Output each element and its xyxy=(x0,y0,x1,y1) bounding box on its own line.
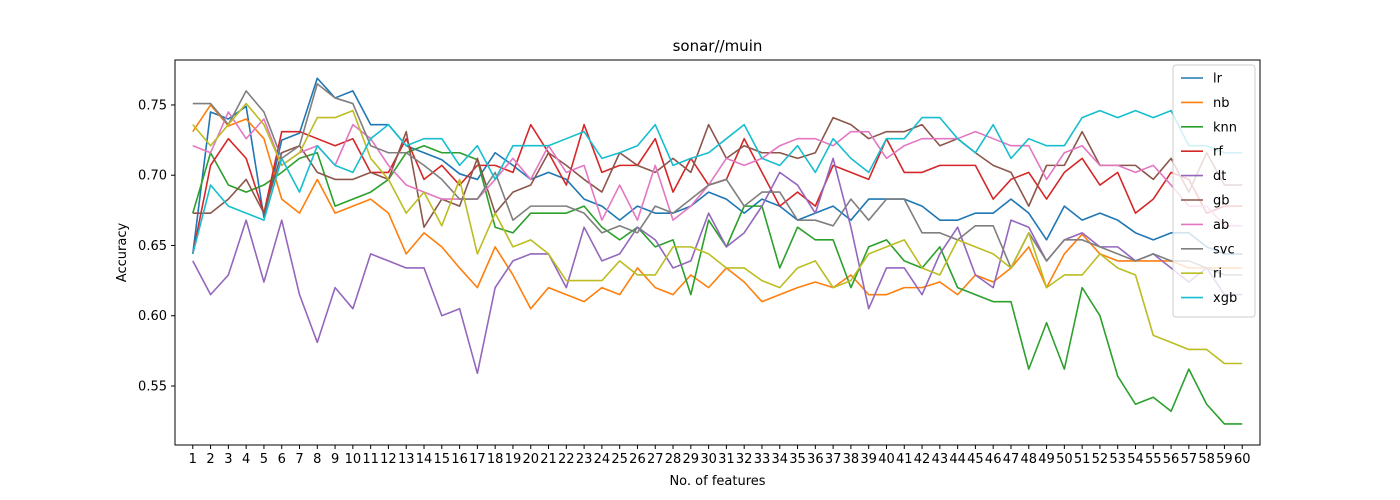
x-tick-label: 51 xyxy=(1074,452,1091,467)
y-axis-title: Accuracy xyxy=(115,223,130,283)
x-tick-label: 6 xyxy=(278,452,286,467)
series-layer xyxy=(191,77,1243,425)
x-tick-label: 18 xyxy=(487,452,504,467)
x-tick-label: 34 xyxy=(771,452,788,467)
x-tick-label: 47 xyxy=(1003,452,1020,467)
x-axis-title: No. of features xyxy=(669,474,765,489)
x-tick-label: 38 xyxy=(843,452,860,467)
plot-frame xyxy=(174,59,1261,446)
series-line-ri xyxy=(192,102,1243,365)
series-line-nb xyxy=(192,104,1243,310)
series-line-svc xyxy=(192,83,1243,276)
legend-label-nb: nb xyxy=(1213,96,1230,111)
x-tick-label: 19 xyxy=(505,452,522,467)
x-tick-label: 5 xyxy=(260,452,268,467)
x-tick-label: 29 xyxy=(683,452,700,467)
x-tick-label: 27 xyxy=(647,452,664,467)
legend-label-knn: knn xyxy=(1213,120,1237,135)
x-tick-label: 56 xyxy=(1163,452,1180,467)
x-tick-label: 49 xyxy=(1038,452,1055,467)
x-tick-label: 25 xyxy=(611,452,628,467)
x-tick-label: 48 xyxy=(1020,452,1037,467)
x-tick-label: 15 xyxy=(434,452,451,467)
legend-label-gb: gb xyxy=(1213,194,1230,209)
x-tick-label: 7 xyxy=(295,452,303,467)
x-tick-label: 9 xyxy=(331,452,339,467)
legend-label-svc: svc xyxy=(1213,242,1235,257)
x-tick-label: 10 xyxy=(345,452,362,467)
x-tick-label: 3 xyxy=(224,452,232,467)
y-tick-label: 0.70 xyxy=(138,169,167,184)
x-tick-label: 16 xyxy=(451,452,468,467)
x-tick-label: 45 xyxy=(967,452,984,467)
x-tick-label: 52 xyxy=(1092,452,1109,467)
x-tick-label: 42 xyxy=(914,452,931,467)
y-tick-label: 0.75 xyxy=(138,98,167,113)
series-line-xgb xyxy=(192,109,1243,255)
x-tick-label: 30 xyxy=(700,452,717,467)
x-tick-label: 50 xyxy=(1056,452,1073,467)
x-tick-label: 35 xyxy=(789,452,806,467)
y-axis: 0.55 0.60 0.65 0.70 0.75 xyxy=(138,98,175,394)
x-tick-label: 33 xyxy=(754,452,771,467)
x-tick-label: 58 xyxy=(1198,452,1215,467)
x-tick-label: 11 xyxy=(362,452,379,467)
chart-title: sonar//muin xyxy=(673,37,763,55)
series-line-gb xyxy=(192,116,1243,229)
x-tick-label: 44 xyxy=(949,452,966,467)
y-tick-label: 0.55 xyxy=(138,379,167,394)
legend-label-ri: ri xyxy=(1213,267,1222,282)
x-tick-label: 22 xyxy=(558,452,575,467)
x-tick-label: 60 xyxy=(1234,452,1251,467)
x-tick-label: 4 xyxy=(242,452,250,467)
x-tick-label: 28 xyxy=(665,452,682,467)
y-tick-label: 0.60 xyxy=(138,309,167,324)
x-tick-label: 20 xyxy=(522,452,539,467)
x-tick-label: 26 xyxy=(629,452,646,467)
legend-label-lr: lr xyxy=(1213,72,1223,87)
x-tick-label: 1 xyxy=(189,452,197,467)
series-line-knn xyxy=(192,144,1243,425)
legend-label-dt: dt xyxy=(1213,169,1226,184)
x-tick-label: 17 xyxy=(469,452,486,467)
x-tick-label: 37 xyxy=(825,452,842,467)
x-tick-label: 40 xyxy=(878,452,895,467)
x-tick-label: 43 xyxy=(932,452,949,467)
x-tick-label: 31 xyxy=(718,452,735,467)
x-tick-label: 12 xyxy=(380,452,397,467)
legend: lr nb knn rf dt gb ab svc ri xgb xyxy=(1172,64,1256,318)
x-tick-label: 32 xyxy=(736,452,753,467)
x-tick-label: 13 xyxy=(398,452,415,467)
legend-label-xgb: xgb xyxy=(1213,291,1237,306)
x-tick-label: 21 xyxy=(540,452,557,467)
x-tick-label: 2 xyxy=(206,452,214,467)
x-tick-label: 53 xyxy=(1109,452,1126,467)
series-line-ab xyxy=(192,111,1243,227)
x-tick-label: 57 xyxy=(1181,452,1198,467)
legend-label-ab: ab xyxy=(1213,218,1229,233)
x-tick-label: 8 xyxy=(313,452,321,467)
x-tick-label: 46 xyxy=(985,452,1002,467)
x-tick-label: 14 xyxy=(416,452,433,467)
y-tick-label: 0.65 xyxy=(138,239,167,254)
x-tick-label: 55 xyxy=(1145,452,1162,467)
x-tick-label: 36 xyxy=(807,452,824,467)
x-tick-label: 54 xyxy=(1127,452,1144,467)
x-tick-label: 39 xyxy=(860,452,877,467)
x-tick-label: 23 xyxy=(576,452,593,467)
x-tick-label: 24 xyxy=(594,452,611,467)
legend-label-rf: rf xyxy=(1213,145,1223,160)
x-tick-label: 41 xyxy=(896,452,913,467)
series-line-dt xyxy=(192,157,1243,375)
x-tick-label: 59 xyxy=(1216,452,1233,467)
legend-box xyxy=(1172,64,1256,318)
series-line-lr xyxy=(191,77,1243,255)
x-axis: 1 2 3 4 5 6 7 8 9 10 11 12 13 14 15 16 17 18 19 20 21 22 23 24 2… xyxy=(189,445,1251,467)
